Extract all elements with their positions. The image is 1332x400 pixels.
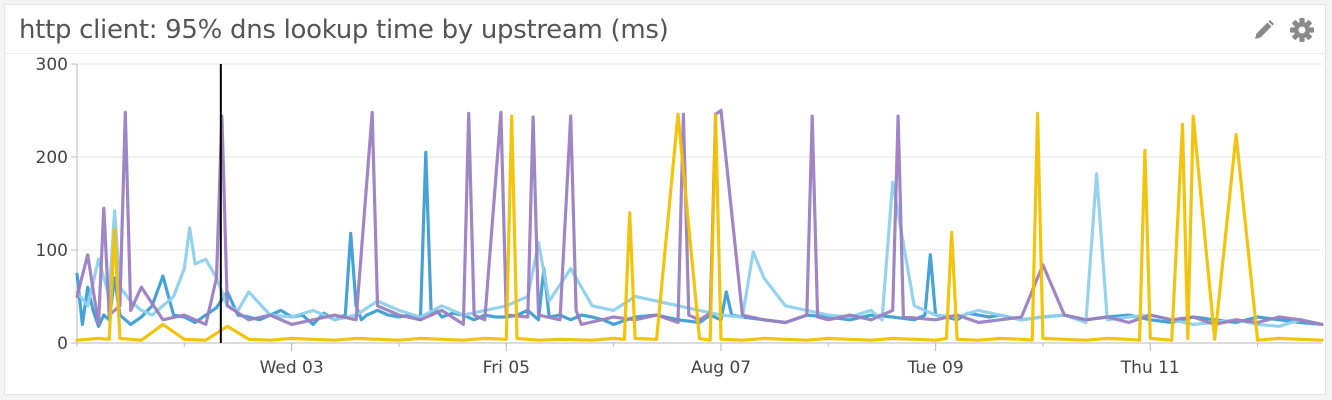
- series-line-4[interactable]: [75, 111, 1324, 342]
- gear-icon[interactable]: [1289, 17, 1315, 43]
- widget-title: http client: 95% dns lookup time by upst…: [19, 15, 669, 45]
- y-tick-label: 300: [36, 55, 68, 75]
- series-line-2[interactable]: [75, 172, 1324, 328]
- x-tick-label: Wed 03: [260, 358, 324, 378]
- x-tick-label: Fri 05: [483, 358, 530, 378]
- series-line-3[interactable]: [75, 108, 1324, 326]
- y-tick-label: 100: [36, 241, 68, 261]
- pencil-icon[interactable]: [1251, 17, 1277, 43]
- x-tick-label: Thu 11: [1120, 358, 1180, 378]
- title-divider: [5, 53, 1325, 54]
- x-tick-label: Tue 09: [907, 358, 964, 378]
- widget-toolbar: [1251, 15, 1315, 45]
- y-tick-label: 0: [57, 334, 68, 354]
- series-line-1[interactable]: [75, 150, 1324, 328]
- x-tick-label: Aug 07: [691, 358, 751, 378]
- y-tick-label: 200: [36, 148, 68, 168]
